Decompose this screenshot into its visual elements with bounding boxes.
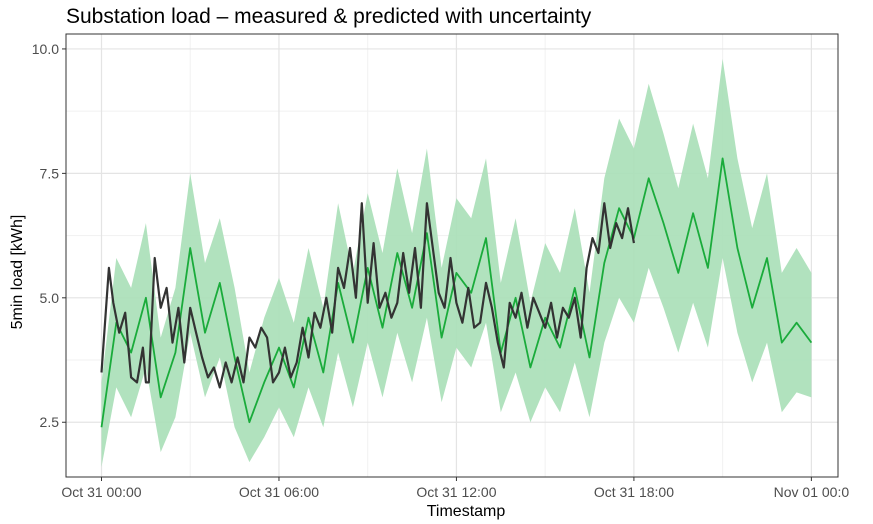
measured-line [100, 202, 635, 389]
chart-title: Substation load – measured & predicted w… [66, 5, 592, 28]
x-tick-label: Oct 31 12:00 [416, 484, 496, 500]
series-layer [100, 58, 813, 468]
y-tick-label: 7.5 [40, 165, 60, 181]
predicted-line [100, 157, 813, 428]
axis-ticks [62, 48, 812, 481]
y-tick-label: 5.0 [40, 290, 60, 306]
x-tick-label: Oct 31 06:00 [239, 484, 319, 500]
x-tick-labels: Oct 31 00:00 Oct 31 06:00 Oct 31 12:00 Oct … [61, 484, 849, 500]
x-axis-title: Timestamp [427, 503, 506, 520]
x-tick-label: Nov 01 00:0 [774, 484, 850, 500]
x-tick-label: Oct 31 18:00 [594, 484, 674, 500]
y-axis-title: 5min load [kWh] [9, 215, 26, 330]
y-tick-labels: 2.5 5.0 7.5 10.0 [32, 41, 59, 430]
panel-border [65, 33, 839, 478]
y-tick-label: 2.5 [40, 414, 60, 430]
x-tick-label: Oct 31 00:00 [61, 484, 141, 500]
uncertainty-band [101, 58, 812, 468]
y-tick-label: 10.0 [32, 41, 59, 57]
